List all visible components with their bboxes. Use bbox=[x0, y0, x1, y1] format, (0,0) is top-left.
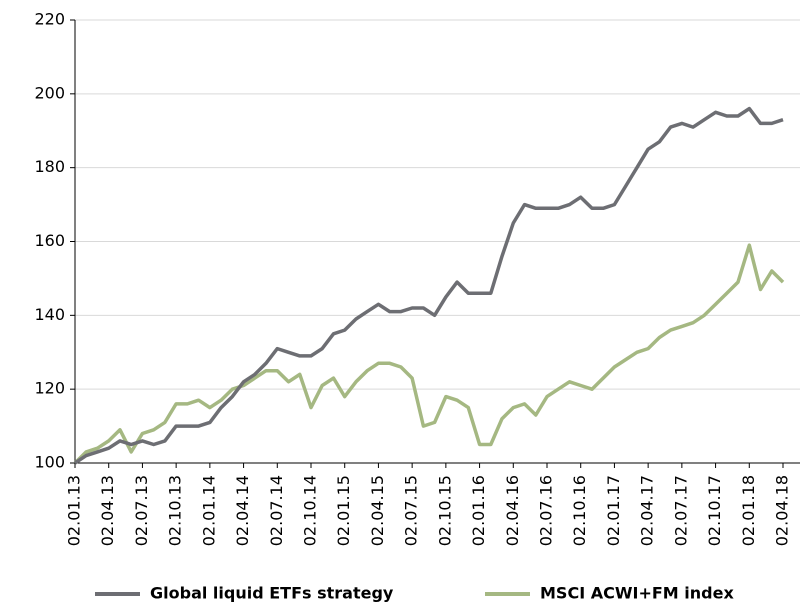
y-tick-label: 120 bbox=[34, 379, 65, 398]
x-tick-label: 02.10.13 bbox=[166, 475, 185, 546]
x-tick-label: 02.07.16 bbox=[537, 475, 556, 546]
x-tick-label: 02.10.16 bbox=[570, 475, 589, 546]
y-tick-label: 220 bbox=[34, 10, 65, 29]
x-tick-label: 02.04.18 bbox=[773, 475, 792, 546]
x-tick-label: 02.01.15 bbox=[334, 475, 353, 546]
x-tick-label: 02.07.15 bbox=[402, 475, 421, 546]
x-tick-label: 02.10.14 bbox=[301, 475, 320, 546]
y-tick-label: 180 bbox=[34, 157, 65, 176]
y-tick-label: 160 bbox=[34, 231, 65, 250]
x-tick-label: 02.04.17 bbox=[638, 475, 657, 546]
series-line bbox=[73, 243, 785, 465]
legend-label: MSCI ACWI+FM index bbox=[540, 584, 734, 603]
x-tick-label: 02.01.17 bbox=[604, 475, 623, 546]
x-tick-label: 02.07.17 bbox=[671, 475, 690, 546]
y-tick-label: 140 bbox=[34, 305, 65, 324]
series-line bbox=[74, 106, 784, 465]
x-tick-label: 02.07.14 bbox=[267, 475, 286, 546]
x-tick-label: 02.01.16 bbox=[469, 475, 488, 546]
legend-label: Global liquid ETFs strategy bbox=[150, 584, 394, 603]
y-tick-label: 200 bbox=[34, 83, 65, 102]
y-tick-label: 100 bbox=[34, 453, 65, 472]
x-tick-label: 02.10.15 bbox=[435, 475, 454, 546]
x-tick-label: 02.04.13 bbox=[98, 475, 117, 546]
x-tick-label: 02.04.16 bbox=[503, 475, 522, 546]
x-tick-label: 02.10.17 bbox=[705, 475, 724, 546]
x-tick-label: 02.01.13 bbox=[65, 475, 84, 546]
x-tick-label: 02.01.14 bbox=[199, 475, 218, 546]
x-tick-label: 02.04.15 bbox=[368, 475, 387, 546]
x-tick-label: 02.07.13 bbox=[132, 475, 151, 546]
x-tick-label: 02.01.18 bbox=[739, 475, 758, 546]
x-tick-label: 02.04.14 bbox=[233, 475, 252, 546]
